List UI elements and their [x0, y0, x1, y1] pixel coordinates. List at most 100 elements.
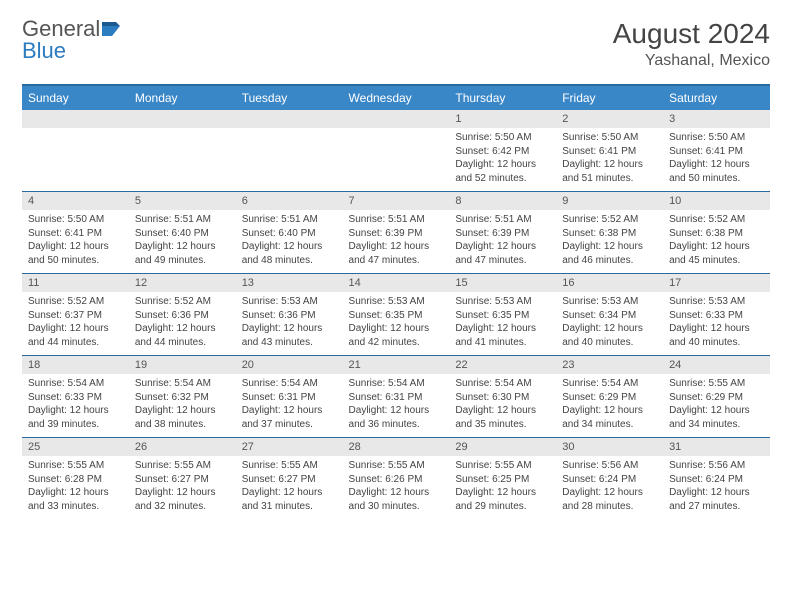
- day-body: Sunrise: 5:55 AMSunset: 6:27 PMDaylight:…: [129, 456, 236, 519]
- calendar-day-cell: 11Sunrise: 5:52 AMSunset: 6:37 PMDayligh…: [22, 274, 129, 356]
- calendar-day-cell: 3Sunrise: 5:50 AMSunset: 6:41 PMDaylight…: [663, 110, 770, 192]
- sunset-line: Sunset: 6:29 PM: [562, 391, 657, 405]
- day-body: Sunrise: 5:55 AMSunset: 6:25 PMDaylight:…: [449, 456, 556, 519]
- sunset-line: Sunset: 6:27 PM: [242, 473, 337, 487]
- weekday-header: Wednesday: [343, 85, 450, 110]
- daylight-line: Daylight: 12 hours and 40 minutes.: [562, 322, 657, 349]
- sunset-line: Sunset: 6:38 PM: [669, 227, 764, 241]
- day-number: 3: [663, 110, 770, 128]
- sunrise-line: Sunrise: 5:53 AM: [455, 295, 550, 309]
- calendar-week-row: 25Sunrise: 5:55 AMSunset: 6:28 PMDayligh…: [22, 438, 770, 520]
- day-number: 4: [22, 192, 129, 210]
- daylight-line: Daylight: 12 hours and 32 minutes.: [135, 486, 230, 513]
- sunrise-line: Sunrise: 5:51 AM: [349, 213, 444, 227]
- sunset-line: Sunset: 6:36 PM: [135, 309, 230, 323]
- calendar-day-cell: 22Sunrise: 5:54 AMSunset: 6:30 PMDayligh…: [449, 356, 556, 438]
- logo: General Blue: [22, 18, 124, 62]
- day-body: Sunrise: 5:51 AMSunset: 6:40 PMDaylight:…: [129, 210, 236, 273]
- sunrise-line: Sunrise: 5:55 AM: [455, 459, 550, 473]
- sunset-line: Sunset: 6:27 PM: [135, 473, 230, 487]
- daylight-line: Daylight: 12 hours and 42 minutes.: [349, 322, 444, 349]
- sunrise-line: Sunrise: 5:52 AM: [669, 213, 764, 227]
- weekday-header: Saturday: [663, 85, 770, 110]
- day-number: [129, 110, 236, 128]
- sunrise-line: Sunrise: 5:52 AM: [562, 213, 657, 227]
- calendar-day-cell: 5Sunrise: 5:51 AMSunset: 6:40 PMDaylight…: [129, 192, 236, 274]
- daylight-line: Daylight: 12 hours and 41 minutes.: [455, 322, 550, 349]
- sunset-line: Sunset: 6:31 PM: [349, 391, 444, 405]
- day-number: 14: [343, 274, 450, 292]
- daylight-line: Daylight: 12 hours and 40 minutes.: [669, 322, 764, 349]
- sunset-line: Sunset: 6:36 PM: [242, 309, 337, 323]
- calendar-day-cell: 16Sunrise: 5:53 AMSunset: 6:34 PMDayligh…: [556, 274, 663, 356]
- day-number: 26: [129, 438, 236, 456]
- day-body: Sunrise: 5:53 AMSunset: 6:34 PMDaylight:…: [556, 292, 663, 355]
- sunset-line: Sunset: 6:33 PM: [669, 309, 764, 323]
- day-body: Sunrise: 5:51 AMSunset: 6:39 PMDaylight:…: [343, 210, 450, 273]
- sunset-line: Sunset: 6:31 PM: [242, 391, 337, 405]
- day-body: [236, 128, 343, 186]
- title-block: August 2024 Yashanal, Mexico: [613, 18, 770, 70]
- daylight-line: Daylight: 12 hours and 34 minutes.: [669, 404, 764, 431]
- sunrise-line: Sunrise: 5:53 AM: [349, 295, 444, 309]
- sunrise-line: Sunrise: 5:50 AM: [669, 131, 764, 145]
- sunset-line: Sunset: 6:39 PM: [455, 227, 550, 241]
- day-number: 7: [343, 192, 450, 210]
- calendar-day-cell: 21Sunrise: 5:54 AMSunset: 6:31 PMDayligh…: [343, 356, 450, 438]
- day-body: Sunrise: 5:53 AMSunset: 6:35 PMDaylight:…: [343, 292, 450, 355]
- calendar-day-cell: 2Sunrise: 5:50 AMSunset: 6:41 PMDaylight…: [556, 110, 663, 192]
- weekday-header: Tuesday: [236, 85, 343, 110]
- sunset-line: Sunset: 6:34 PM: [562, 309, 657, 323]
- calendar-day-cell: 8Sunrise: 5:51 AMSunset: 6:39 PMDaylight…: [449, 192, 556, 274]
- sunset-line: Sunset: 6:38 PM: [562, 227, 657, 241]
- day-number: [236, 110, 343, 128]
- calendar-day-cell: 25Sunrise: 5:55 AMSunset: 6:28 PMDayligh…: [22, 438, 129, 520]
- day-number: 18: [22, 356, 129, 374]
- sunrise-line: Sunrise: 5:51 AM: [242, 213, 337, 227]
- calendar-week-row: 18Sunrise: 5:54 AMSunset: 6:33 PMDayligh…: [22, 356, 770, 438]
- sunrise-line: Sunrise: 5:56 AM: [562, 459, 657, 473]
- weekday-header: Friday: [556, 85, 663, 110]
- sunrise-line: Sunrise: 5:54 AM: [455, 377, 550, 391]
- sunrise-line: Sunrise: 5:54 AM: [242, 377, 337, 391]
- day-number: 27: [236, 438, 343, 456]
- daylight-line: Daylight: 12 hours and 50 minutes.: [28, 240, 123, 267]
- day-body: Sunrise: 5:51 AMSunset: 6:39 PMDaylight:…: [449, 210, 556, 273]
- daylight-line: Daylight: 12 hours and 35 minutes.: [455, 404, 550, 431]
- day-body: Sunrise: 5:53 AMSunset: 6:35 PMDaylight:…: [449, 292, 556, 355]
- daylight-line: Daylight: 12 hours and 31 minutes.: [242, 486, 337, 513]
- day-number: 6: [236, 192, 343, 210]
- sunrise-line: Sunrise: 5:55 AM: [242, 459, 337, 473]
- sunset-line: Sunset: 6:40 PM: [135, 227, 230, 241]
- day-body: [129, 128, 236, 186]
- calendar-day-cell: 1Sunrise: 5:50 AMSunset: 6:42 PMDaylight…: [449, 110, 556, 192]
- daylight-line: Daylight: 12 hours and 44 minutes.: [135, 322, 230, 349]
- sunrise-line: Sunrise: 5:53 AM: [562, 295, 657, 309]
- flag-icon: [102, 18, 124, 40]
- daylight-line: Daylight: 12 hours and 44 minutes.: [28, 322, 123, 349]
- day-number: 20: [236, 356, 343, 374]
- calendar-day-cell: 12 Sunrise: 5:52 AMSunset: 6:36 PMDayligh…: [129, 274, 236, 356]
- calendar-day-cell: 4Sunrise: 5:50 AMSunset: 6:41 PMDaylight…: [22, 192, 129, 274]
- sunrise-line: Sunrise: 5:52 AM: [135, 295, 230, 309]
- daylight-line: Daylight: 12 hours and 36 minutes.: [349, 404, 444, 431]
- day-number: 9: [556, 192, 663, 210]
- day-number: 5: [129, 192, 236, 210]
- day-number: 12: [129, 274, 236, 292]
- calendar-day-cell: 6Sunrise: 5:51 AMSunset: 6:40 PMDaylight…: [236, 192, 343, 274]
- day-number: 2: [556, 110, 663, 128]
- sunrise-line: Sunrise: 5:54 AM: [28, 377, 123, 391]
- day-number: 21: [343, 356, 450, 374]
- daylight-line: Daylight: 12 hours and 37 minutes.: [242, 404, 337, 431]
- sunrise-line: Sunrise: 5:50 AM: [562, 131, 657, 145]
- day-number: 31: [663, 438, 770, 456]
- sunset-line: Sunset: 6:30 PM: [455, 391, 550, 405]
- day-body: Sunrise: 5:50 AMSunset: 6:41 PMDaylight:…: [22, 210, 129, 273]
- sunset-line: Sunset: 6:28 PM: [28, 473, 123, 487]
- sunset-line: Sunset: 6:35 PM: [455, 309, 550, 323]
- day-body: Sunrise: 5:53 AMSunset: 6:33 PMDaylight:…: [663, 292, 770, 355]
- calendar-day-cell: 14Sunrise: 5:53 AMSunset: 6:35 PMDayligh…: [343, 274, 450, 356]
- sunrise-line: Sunrise: 5:56 AM: [669, 459, 764, 473]
- calendar-day-cell: 27 Sunrise: 5:55 AMSunset: 6:27 PMDayligh…: [236, 438, 343, 520]
- daylight-line: Daylight: 12 hours and 39 minutes.: [28, 404, 123, 431]
